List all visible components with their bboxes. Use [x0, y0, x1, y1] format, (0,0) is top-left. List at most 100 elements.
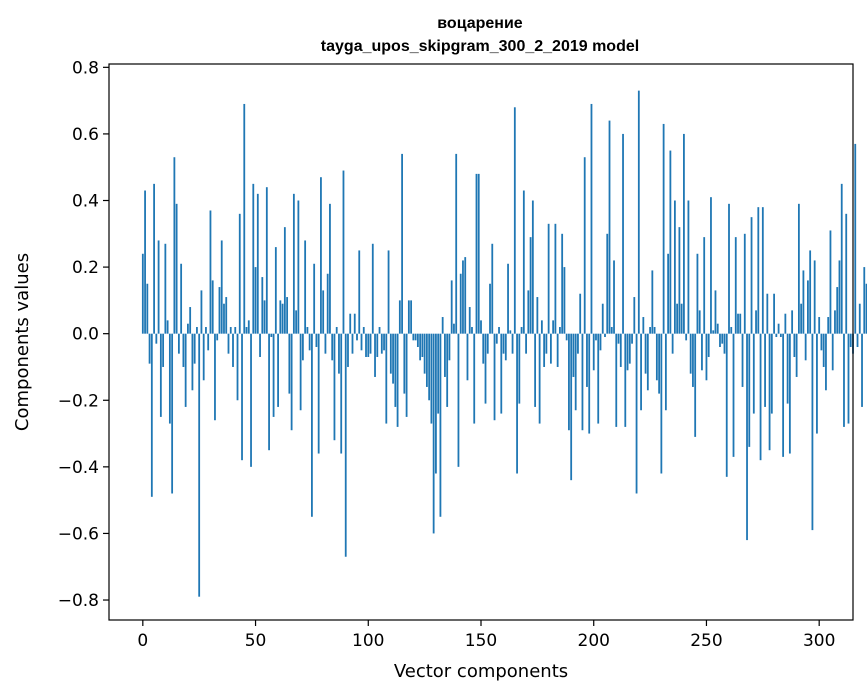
bar [261, 277, 264, 334]
bar [367, 333, 370, 357]
bar [588, 333, 591, 434]
bar [198, 333, 201, 597]
bar [254, 267, 257, 334]
bar [719, 333, 721, 347]
bar [599, 333, 602, 351]
bar [279, 300, 282, 334]
bar [220, 240, 223, 334]
bar [782, 333, 785, 457]
bar [202, 333, 205, 381]
bar [655, 333, 658, 381]
bar [159, 333, 162, 417]
bar [392, 333, 394, 384]
bar [759, 333, 762, 461]
bar [619, 333, 622, 367]
y-tick-label: 0.2 [72, 258, 99, 278]
bar [141, 253, 144, 334]
bar [290, 333, 293, 431]
bar [680, 303, 683, 334]
bar [827, 317, 830, 334]
bar [216, 333, 219, 341]
bar [705, 333, 708, 381]
bar [511, 333, 514, 354]
bar [317, 333, 320, 454]
bar [840, 183, 843, 334]
bar [416, 333, 419, 347]
bar [360, 333, 363, 351]
bar [191, 333, 194, 391]
bar [570, 333, 573, 481]
bar [606, 233, 609, 334]
bar [306, 327, 309, 334]
bar [407, 300, 410, 334]
bar [788, 333, 791, 454]
bar [466, 333, 469, 381]
plot-frame [108, 63, 854, 621]
bar [845, 213, 848, 334]
bar [475, 173, 478, 334]
bar [701, 333, 703, 371]
bar [710, 197, 712, 334]
bar [737, 313, 739, 334]
bar [333, 333, 336, 441]
bar [626, 333, 629, 371]
bar [482, 333, 485, 364]
bar [205, 327, 207, 334]
bar [615, 333, 618, 427]
bar [187, 323, 189, 334]
bar [229, 327, 232, 334]
bar [694, 333, 697, 437]
bar [534, 333, 537, 407]
bar [396, 333, 399, 427]
bar [714, 290, 717, 334]
x-axis-label: Vector components [394, 661, 568, 682]
y-tick-label: 0.0 [72, 325, 99, 345]
bar [536, 297, 539, 334]
bar [349, 313, 352, 334]
bar [241, 333, 243, 461]
bar [414, 333, 417, 341]
bar [448, 333, 451, 361]
bar [723, 333, 726, 354]
bar [689, 333, 692, 374]
bar [838, 260, 841, 334]
bar [746, 333, 748, 541]
bar [673, 200, 676, 334]
bar [315, 333, 318, 347]
bar [401, 153, 403, 334]
bar [667, 253, 670, 334]
bar [554, 223, 557, 334]
bar [692, 333, 694, 387]
bar [574, 333, 577, 411]
bar [335, 327, 338, 334]
bar [471, 327, 473, 334]
bar [439, 333, 442, 517]
bar [322, 290, 325, 334]
bar [518, 333, 521, 404]
bar [822, 333, 825, 367]
bar [775, 333, 778, 338]
bar [568, 333, 570, 431]
bar [741, 333, 744, 387]
bar [223, 303, 225, 334]
bar [238, 213, 241, 334]
bar [356, 333, 358, 341]
bar [398, 300, 401, 334]
bar [144, 190, 146, 334]
bar [608, 120, 611, 334]
bar [274, 247, 277, 334]
bar [148, 333, 151, 364]
bar [651, 270, 654, 334]
bar [225, 297, 228, 334]
bar [597, 333, 600, 424]
bar [633, 297, 636, 334]
y-axis-ticks: −0.8 −0.6 −0.4 −0.2 0.0 0.2 0.4 0.6 0.8 [58, 58, 109, 611]
bar [678, 227, 681, 334]
bar [259, 333, 261, 357]
chart-subtitle: tayga_upos_skipgram_300_2_2019 model [321, 38, 639, 55]
bar [272, 333, 275, 417]
bar [545, 333, 548, 354]
bar [556, 333, 559, 367]
bar [358, 250, 361, 334]
bar [425, 333, 428, 387]
